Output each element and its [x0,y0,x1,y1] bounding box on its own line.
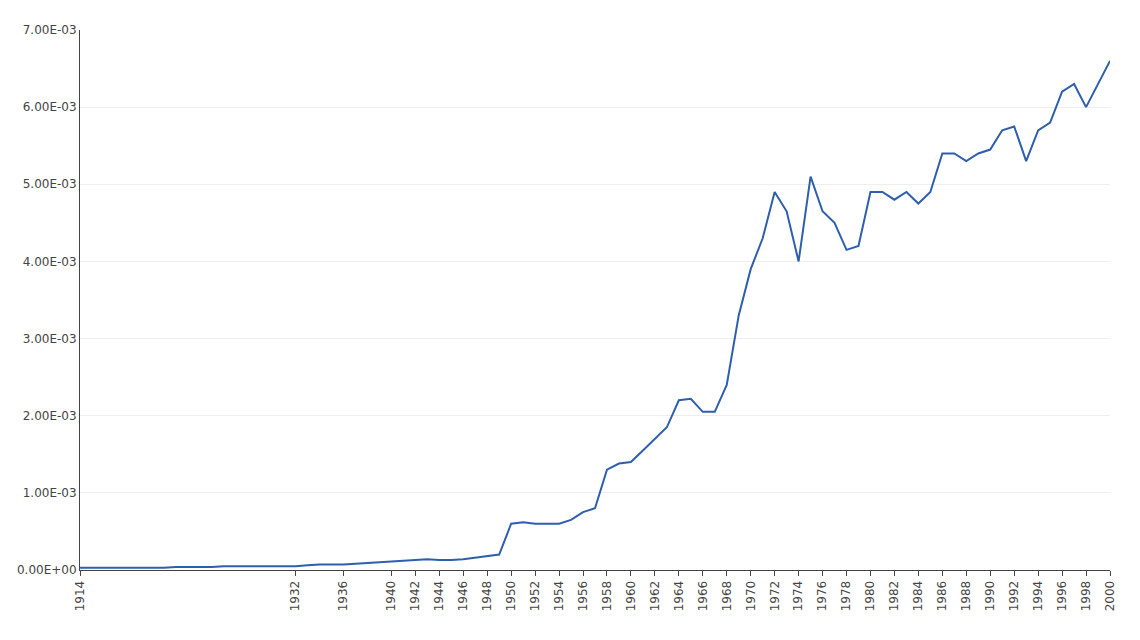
svg-text:1954: 1954 [552,581,566,612]
svg-text:1970: 1970 [744,581,758,612]
svg-text:1998: 1998 [1079,581,1093,612]
svg-text:1992: 1992 [1007,581,1021,612]
svg-text:0.00E+00: 0.00E+00 [17,563,77,577]
svg-text:1950: 1950 [504,581,518,612]
svg-text:1982: 1982 [887,581,901,612]
svg-text:1932: 1932 [288,581,302,612]
svg-text:1958: 1958 [600,581,614,612]
svg-text:1990: 1990 [983,581,997,612]
svg-text:1988: 1988 [959,581,973,612]
svg-text:4.00E-03: 4.00E-03 [23,255,77,269]
svg-text:7.00E-03: 7.00E-03 [23,23,77,37]
svg-text:1964: 1964 [672,581,686,612]
svg-text:1966: 1966 [696,581,710,612]
svg-text:5.00E-03: 5.00E-03 [23,177,77,191]
svg-text:1986: 1986 [935,581,949,612]
svg-text:1942: 1942 [408,581,422,612]
svg-text:3.00E-03: 3.00E-03 [23,332,77,346]
svg-text:2.00E-03: 2.00E-03 [23,409,77,423]
svg-text:1962: 1962 [648,581,662,612]
svg-text:1978: 1978 [839,581,853,612]
svg-text:1980: 1980 [863,581,877,612]
svg-text:1976: 1976 [815,581,829,612]
svg-text:1946: 1946 [456,581,470,612]
svg-text:1940: 1940 [384,581,398,612]
svg-text:1914: 1914 [73,581,87,612]
svg-text:1960: 1960 [624,581,638,612]
svg-text:2000: 2000 [1103,581,1117,612]
svg-text:1936: 1936 [336,581,350,612]
svg-text:1956: 1956 [576,581,590,612]
svg-text:1972: 1972 [768,581,782,612]
svg-text:1.00E-03: 1.00E-03 [23,486,77,500]
svg-text:1948: 1948 [480,581,494,612]
svg-text:1994: 1994 [1031,581,1045,612]
svg-text:1944: 1944 [432,581,446,612]
svg-text:1974: 1974 [792,581,806,612]
svg-text:1984: 1984 [911,581,925,612]
svg-text:6.00E-03: 6.00E-03 [23,100,77,114]
svg-text:1968: 1968 [720,581,734,612]
svg-text:1952: 1952 [528,581,542,612]
svg-text:1996: 1996 [1055,581,1069,612]
